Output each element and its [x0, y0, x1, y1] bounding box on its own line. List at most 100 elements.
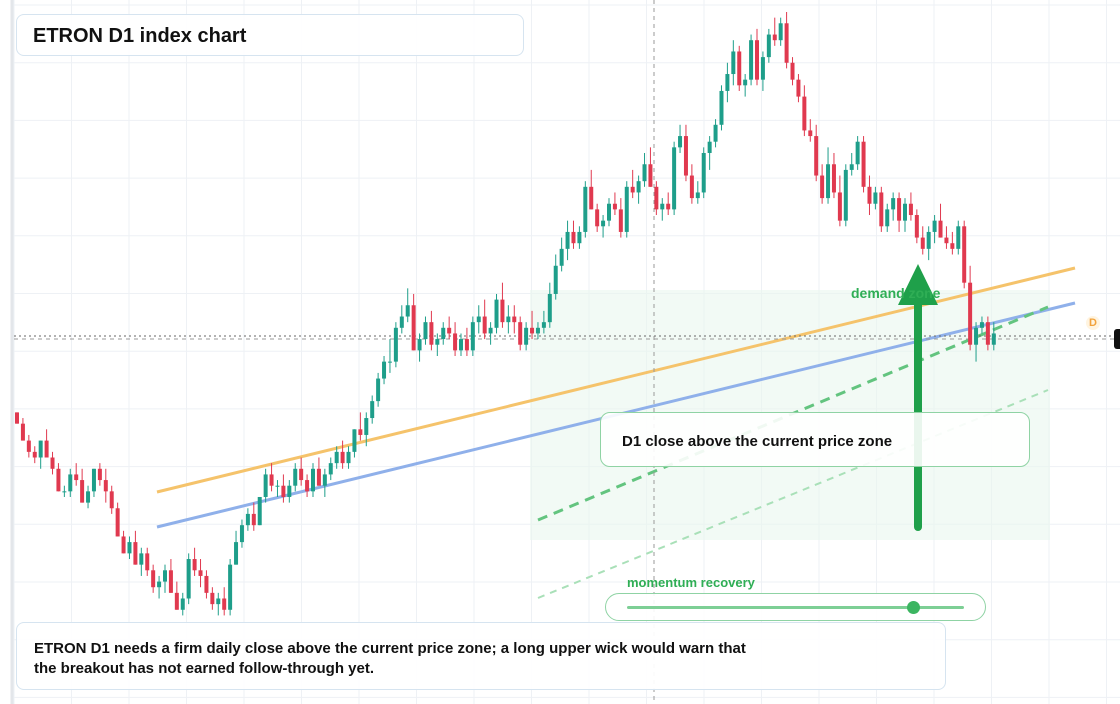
candle-body: [429, 322, 434, 345]
candle-body: [32, 451, 37, 458]
chart-title-box: ETRON D1 index chart: [16, 14, 524, 56]
candle-body: [843, 169, 848, 221]
candle-body: [766, 34, 771, 58]
candle: [139, 547, 144, 576]
candle-body: [299, 468, 304, 481]
candle-body: [500, 299, 505, 323]
candle: [642, 152, 647, 187]
candle: [512, 305, 517, 334]
candle-body: [974, 327, 979, 345]
candle-body: [950, 243, 955, 249]
candle-body: [689, 175, 694, 199]
candle-body: [103, 480, 108, 492]
candle-body: [885, 209, 890, 227]
candle: [500, 282, 505, 328]
candle-body: [559, 248, 564, 266]
candle: [482, 299, 487, 340]
candle-body: [405, 305, 410, 317]
candle: [133, 530, 138, 565]
candle-body: [293, 468, 298, 486]
candle: [535, 322, 540, 340]
candle: [618, 198, 623, 238]
candle: [192, 547, 197, 576]
candle: [837, 175, 842, 227]
candle: [459, 333, 463, 356]
candle-body: [849, 164, 854, 170]
candle-body: [541, 322, 546, 328]
analysis-note: ETRON D1 needs a firm daily close above …: [16, 622, 946, 690]
momentum-knob[interactable]: [907, 601, 921, 614]
candle-body: [524, 327, 529, 345]
candle-body: [216, 598, 221, 605]
candle-body: [204, 575, 209, 593]
candle-body: [636, 181, 641, 193]
candle: [873, 186, 878, 210]
candle-body: [920, 237, 925, 249]
interval-badge: D: [1086, 316, 1100, 330]
breakout-callout: D1 close above the current price zone: [600, 412, 1030, 467]
candle: [245, 508, 250, 531]
candle: [968, 265, 973, 351]
candle: [826, 147, 831, 204]
candle-body: [547, 293, 552, 323]
candle-body: [577, 231, 582, 244]
candle-body: [755, 40, 759, 80]
candle-body: [239, 525, 244, 543]
candle: [719, 85, 724, 131]
candle-body: [903, 203, 907, 221]
candle-body: [370, 401, 375, 419]
candle: [849, 152, 854, 176]
candle: [103, 468, 108, 503]
note-text: ETRON D1 needs a firm daily close above …: [34, 640, 746, 677]
candle-body: [991, 333, 996, 345]
candle: [121, 530, 126, 554]
candle-body: [453, 333, 458, 351]
candle: [908, 192, 913, 221]
candle-body: [932, 220, 937, 232]
candle-body: [305, 480, 310, 492]
candle-body: [411, 305, 416, 351]
candle: [932, 215, 937, 244]
candle-body: [666, 203, 671, 210]
candle: [565, 220, 570, 261]
candle: [145, 547, 150, 576]
candle: [749, 34, 754, 86]
candle: [269, 463, 274, 492]
candle: [488, 322, 493, 345]
candle-body: [985, 322, 990, 345]
candle: [571, 220, 576, 249]
candle-body: [157, 581, 162, 588]
candle-body: [891, 198, 896, 210]
momentum-slider[interactable]: [605, 593, 986, 621]
candle: [127, 536, 132, 560]
chart-title: ETRON D1 index chart: [33, 25, 247, 47]
candle-body: [186, 559, 191, 599]
candle: [340, 440, 345, 469]
candle-body: [91, 468, 96, 492]
candle-body: [145, 553, 150, 571]
candle-body: [595, 209, 600, 227]
candle-body: [571, 231, 576, 244]
candle: [464, 327, 469, 356]
candle: [553, 254, 558, 300]
candle: [234, 530, 239, 565]
candle: [802, 85, 807, 137]
candle-body: [382, 361, 387, 379]
candle: [311, 463, 315, 497]
candle-body: [553, 265, 558, 294]
candle: [163, 564, 167, 593]
candle-body: [612, 203, 617, 210]
candle-body: [86, 491, 91, 503]
candle-body: [376, 378, 381, 402]
candle: [689, 164, 694, 204]
candle: [328, 457, 333, 481]
candle: [731, 40, 736, 86]
candle-body: [281, 485, 286, 497]
candle-body: [962, 226, 967, 283]
candle: [630, 169, 635, 199]
candle-body: [530, 327, 535, 334]
candle: [985, 316, 990, 351]
candle-body: [802, 96, 807, 131]
candle-body: [340, 451, 345, 464]
candle: [376, 372, 381, 407]
